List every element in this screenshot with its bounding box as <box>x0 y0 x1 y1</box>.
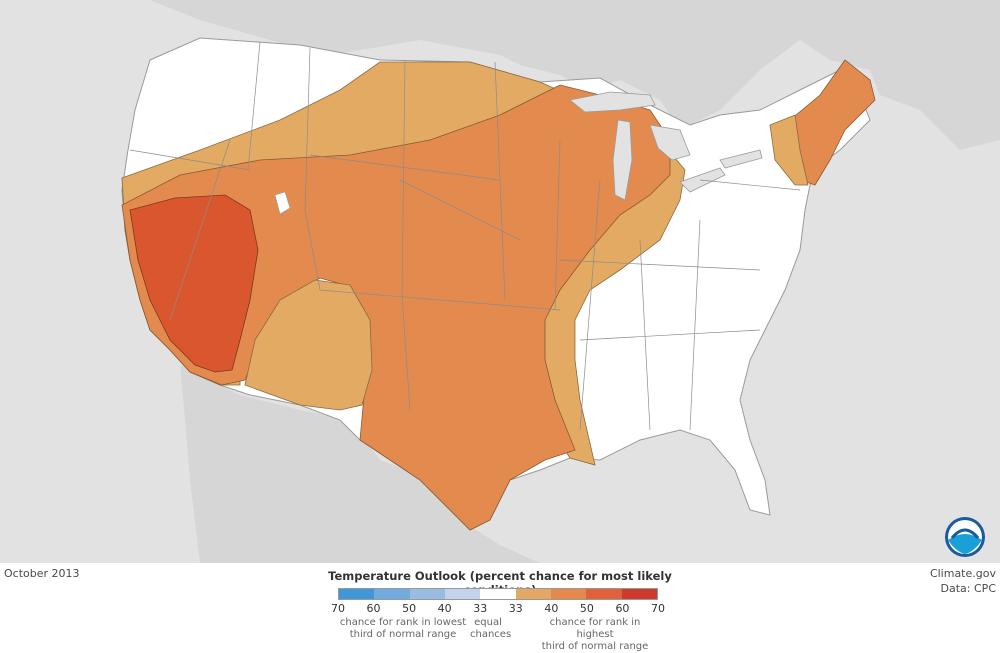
zone-newengland-33 <box>769 114 809 186</box>
credit-data: Data: CPC <box>940 582 996 595</box>
baja-peninsula <box>182 368 260 530</box>
legend-tick: 50 <box>579 602 594 615</box>
zone-above-50 <box>129 194 259 373</box>
legend-note-above: chance for rank in highest third of norm… <box>541 617 649 652</box>
legend-swatch <box>550 589 587 599</box>
legend-tick: 60 <box>615 602 630 615</box>
legend-tick: 33 <box>508 602 523 615</box>
map-date: October 2013 <box>4 567 80 580</box>
canada-landmass <box>150 0 1000 150</box>
legend-tick: 60 <box>366 602 381 615</box>
legend-swatch <box>374 589 410 599</box>
legend-swatch <box>621 589 657 599</box>
zone-southwest-33 <box>244 279 373 411</box>
mexico-landmass <box>180 365 540 563</box>
us-outlook-map-svg <box>121 0 1000 563</box>
legend-swatch <box>444 589 481 599</box>
map-footer: October 2013 Temperature Outlook (percen… <box>0 563 1000 652</box>
legend-color-scale <box>338 588 658 600</box>
legend-swatch <box>515 589 551 599</box>
legend-note-equal: equal chances <box>470 617 512 640</box>
legend-tick: 70 <box>651 602 665 615</box>
legend-tick: 40 <box>437 602 452 615</box>
lake-michigan <box>612 119 633 201</box>
legend-tick: 70 <box>331 602 345 615</box>
lake-huron <box>649 124 691 161</box>
legend-note-below: chance for rank in lowest third of norma… <box>339 617 467 640</box>
legend-tick: 33 <box>473 602 488 615</box>
legend-swatch <box>339 589 375 599</box>
state-boundaries <box>129 41 801 431</box>
lake-ontario <box>719 149 763 169</box>
map-area <box>0 0 1000 563</box>
great-salt-lake <box>274 191 291 215</box>
noaa-logo-icon <box>945 517 985 557</box>
lake-superior <box>569 91 656 113</box>
map-credits: Climate.gov Data: CPC <box>930 566 996 596</box>
legend-swatch <box>409 589 445 599</box>
zone-above-40 <box>121 84 671 531</box>
legend-swatch <box>586 589 622 599</box>
legend-swatch <box>480 589 516 599</box>
legend-tick: 50 <box>402 602 417 615</box>
legend-tick: 40 <box>544 602 559 615</box>
credit-site: Climate.gov <box>929 567 996 580</box>
